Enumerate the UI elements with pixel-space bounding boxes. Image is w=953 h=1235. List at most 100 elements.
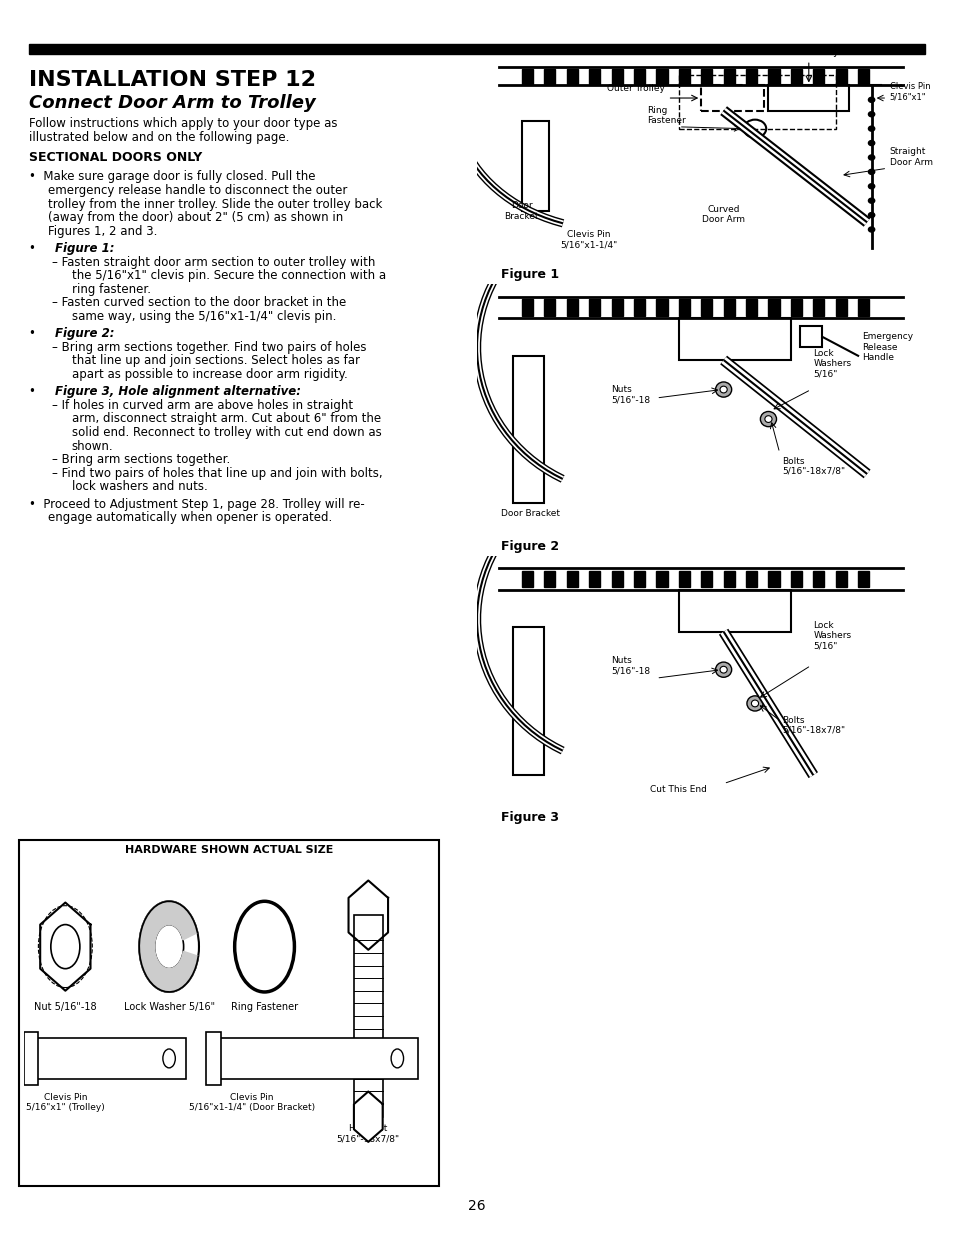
Text: lock washers and nuts.: lock washers and nuts. [71, 480, 207, 494]
Circle shape [751, 700, 758, 706]
Bar [566, 69, 578, 84]
Text: that line up and join sections. Select holes as far: that line up and join sections. Select h… [71, 354, 359, 368]
Circle shape [715, 662, 731, 677]
Text: trolley from the inner trolley. Slide the outer trolley back: trolley from the inner trolley. Slide th… [48, 198, 381, 211]
Bar [656, 571, 667, 588]
Text: •  Proceed to Adjustment Step 1, page 28. Trolley will re-: • Proceed to Adjustment Step 1, page 28.… [29, 498, 364, 511]
Bar [611, 571, 622, 588]
Circle shape [867, 141, 874, 146]
Bar [745, 69, 757, 84]
Bar [857, 69, 868, 84]
Text: shown.: shown. [71, 440, 113, 453]
Bar [812, 69, 823, 84]
Text: Figure 3, Hole alignment alternative:: Figure 3, Hole alignment alternative: [55, 385, 301, 399]
FancyBboxPatch shape [19, 840, 438, 1186]
Bar [700, 571, 712, 588]
Text: Figure 3: Figure 3 [500, 811, 558, 825]
Text: Emergency
Release
Handle: Emergency Release Handle [862, 332, 913, 362]
Circle shape [720, 387, 726, 393]
Circle shape [867, 154, 874, 161]
Text: Nut 5/16"-18: Nut 5/16"-18 [34, 1002, 96, 1011]
Bar [633, 571, 644, 588]
Text: SECTIONAL DOORS ONLY: SECTIONAL DOORS ONLY [29, 151, 202, 164]
Text: same way, using the 5/16"x1-1/4" clevis pin.: same way, using the 5/16"x1-1/4" clevis … [71, 310, 335, 324]
Text: Figure 1: Figure 1 [500, 268, 558, 282]
Text: Clevis Pin
5/16"x1-1/4": Clevis Pin 5/16"x1-1/4" [559, 230, 618, 249]
Text: Lock Washer 5/16": Lock Washer 5/16" [123, 1002, 214, 1011]
Text: – Bring arm sections together. Find two pairs of holes: – Bring arm sections together. Find two … [52, 341, 367, 354]
Bar [633, 299, 644, 316]
Circle shape [234, 902, 294, 992]
Text: 26: 26 [468, 1199, 485, 1213]
Bar [679, 69, 689, 84]
Text: Follow instructions which apply to your door type as: Follow instructions which apply to your … [29, 117, 336, 131]
Text: Clevis Pin
5/16"x1-1/4" (Door Bracket): Clevis Pin 5/16"x1-1/4" (Door Bracket) [189, 1093, 314, 1113]
Text: Figure 2: Figure 2 [500, 540, 558, 553]
Text: ring fastener.: ring fastener. [71, 283, 151, 296]
Bar [745, 571, 757, 588]
Text: – If holes in curved arm are above holes in straight: – If holes in curved arm are above holes… [52, 399, 354, 412]
Bar [588, 69, 599, 84]
Bar [656, 69, 667, 84]
Text: •: • [29, 242, 43, 256]
Text: Ring Fastener: Ring Fastener [231, 1002, 297, 1011]
Circle shape [720, 667, 726, 673]
Circle shape [154, 925, 183, 968]
Bar [543, 571, 555, 588]
Bar [521, 121, 548, 211]
Bar [633, 69, 644, 84]
Circle shape [746, 695, 762, 711]
Text: Figure 1:: Figure 1: [55, 242, 114, 256]
Bar [700, 69, 712, 84]
Polygon shape [40, 903, 91, 990]
Bar [812, 571, 823, 588]
Text: (away from the door) about 2" (5 cm) as shown in: (away from the door) about 2" (5 cm) as … [48, 211, 342, 225]
Text: Nuts
5/16"-18: Nuts 5/16"-18 [611, 385, 650, 404]
Text: illustrated below and on the following page.: illustrated below and on the following p… [29, 131, 289, 144]
Text: Lock
Washers
5/16": Lock Washers 5/16" [812, 621, 850, 651]
Bar [700, 85, 763, 111]
Bar [679, 317, 790, 361]
Circle shape [760, 411, 776, 426]
Text: HARDWARE SHOWN ACTUAL SIZE: HARDWARE SHOWN ACTUAL SIZE [125, 845, 333, 855]
Text: Outer Trolley: Outer Trolley [607, 84, 664, 93]
Text: Clevis Pin
5/16"x1" (Trolley): Clevis Pin 5/16"x1" (Trolley) [26, 1093, 105, 1113]
Polygon shape [139, 902, 198, 992]
Polygon shape [354, 1092, 382, 1142]
Text: the 5/16"x1" clevis pin. Secure the connection with a: the 5/16"x1" clevis pin. Secure the conn… [71, 269, 385, 283]
Circle shape [867, 198, 874, 204]
Text: apart as possible to increase door arm rigidity.: apart as possible to increase door arm r… [71, 368, 347, 382]
Text: •: • [29, 385, 43, 399]
Circle shape [867, 169, 874, 174]
Bar [521, 69, 533, 84]
Text: Hex Bolt
5/16"-18x7/8": Hex Bolt 5/16"-18x7/8" [336, 1125, 399, 1144]
Text: emergency release handle to disconnect the outer: emergency release handle to disconnect t… [48, 184, 347, 198]
Bar [566, 299, 578, 316]
Circle shape [51, 925, 80, 968]
Bar [679, 589, 790, 632]
Bar [790, 69, 801, 84]
Circle shape [764, 416, 771, 422]
Bar [857, 299, 868, 316]
Bar [679, 299, 689, 316]
Text: – Fasten curved section to the door bracket in the: – Fasten curved section to the door brac… [52, 296, 346, 310]
Text: Straight
Door Arm: Straight Door Arm [888, 147, 931, 167]
Text: INSTALLATION STEP 12: INSTALLATION STEP 12 [29, 70, 315, 90]
Text: Connect Door Arm to Trolley: Connect Door Arm to Trolley [29, 94, 315, 112]
Bar [745, 299, 757, 316]
Bar [28, 1037, 186, 1079]
Text: Bolts
5/16"-18x7/8": Bolts 5/16"-18x7/8" [781, 457, 844, 475]
Text: Curved
Door Arm: Curved Door Arm [701, 205, 744, 225]
Text: Figure 2:: Figure 2: [55, 327, 114, 341]
Bar [354, 915, 382, 1116]
Text: Nuts
5/16"-18: Nuts 5/16"-18 [611, 657, 650, 676]
Text: engage automatically when opener is operated.: engage automatically when opener is oper… [48, 511, 332, 525]
Circle shape [139, 902, 199, 992]
Circle shape [867, 126, 874, 131]
Bar [611, 299, 622, 316]
Text: Figures 1, 2 and 3.: Figures 1, 2 and 3. [48, 225, 157, 238]
Circle shape [867, 227, 874, 232]
Text: arm, disconnect straight arm. Cut about 6" from the: arm, disconnect straight arm. Cut about … [71, 412, 380, 426]
Text: – Fasten straight door arm section to outer trolley with: – Fasten straight door arm section to ou… [52, 256, 375, 269]
Circle shape [391, 1049, 403, 1068]
